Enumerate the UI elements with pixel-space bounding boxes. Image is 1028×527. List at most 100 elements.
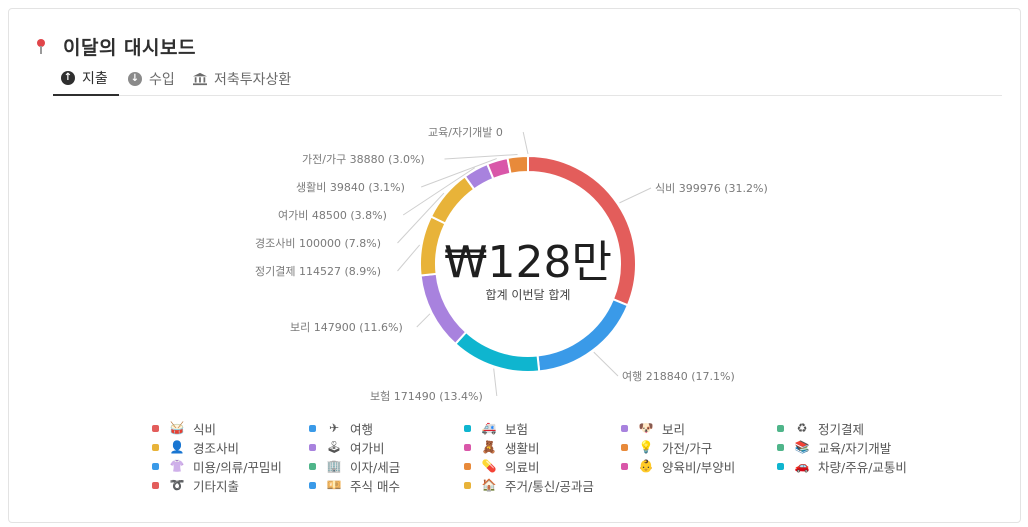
- legend-item[interactable]: 👶 양육비/부양비: [621, 457, 735, 475]
- legend-label: 여가비: [350, 440, 385, 456]
- legend-item[interactable]: 🚗 차량/주유/교통비: [777, 457, 907, 475]
- legend-swatch: [621, 443, 628, 451]
- legend-item[interactable]: 💡 가전/가구: [621, 438, 712, 456]
- legend-item[interactable]: ♻ 정기결제: [777, 419, 864, 437]
- legend-item[interactable]: 🏢 이자/세금: [309, 457, 400, 475]
- donut-slice-9[interactable]: [506, 154, 529, 175]
- house-icon: 🏠: [481, 478, 497, 492]
- legend-item[interactable]: 👚 미용/의류/꾸밈비: [152, 457, 282, 475]
- loop-icon: ➰: [169, 478, 185, 492]
- tab-label: 저축투자상환: [214, 71, 292, 88]
- leader-line: [416, 313, 431, 328]
- tab-label: 지출: [82, 71, 108, 87]
- legend-item[interactable]: 🥁 식비: [152, 419, 216, 437]
- drum-icon: 🥁: [169, 421, 185, 435]
- legend-label: 경조사비: [193, 440, 240, 456]
- legend-swatch: [777, 462, 784, 470]
- car-icon: 🚗: [794, 459, 810, 473]
- airplane-icon: ✈: [328, 421, 340, 435]
- tshirt-icon: 👚: [169, 459, 185, 473]
- legend-label: 차량/주유/교통비: [818, 459, 907, 475]
- leader-line: [402, 167, 476, 216]
- legend-label: 주식 매수: [350, 478, 400, 494]
- slice-label: 경조사비 100000 (7.8%): [255, 237, 381, 250]
- legend-label: 미용/의류/꾸밈비: [193, 459, 282, 475]
- leader-line: [444, 154, 518, 160]
- legend-swatch: [152, 481, 159, 489]
- building-icon: 🏢: [326, 459, 342, 473]
- legend-label: 여행: [350, 421, 374, 437]
- leader-line: [619, 187, 652, 204]
- slice-label: 보리 147900 (11.6%): [290, 321, 403, 334]
- legend-item[interactable]: 🐶 보리: [621, 419, 685, 437]
- legend-label: 생활비: [505, 440, 540, 456]
- pill-icon: 💊: [481, 459, 497, 473]
- donut-slice-3[interactable]: [453, 330, 541, 373]
- legend-swatch: [152, 443, 159, 451]
- legend-label: 가전/가구: [662, 440, 713, 456]
- legend-label: 이자/세금: [350, 459, 401, 475]
- legend-swatch: [464, 443, 471, 451]
- lightbulb-icon: 💡: [638, 440, 654, 454]
- legend-item[interactable]: ➰ 기타지출: [152, 476, 239, 494]
- legend-label: 주거/통신/공과금: [505, 478, 594, 494]
- legend-item[interactable]: 🏠 주거/통신/공과금: [464, 476, 594, 494]
- slice-label: 식비 399976 (31.2%): [655, 182, 768, 195]
- legend-swatch: [309, 462, 316, 470]
- legend-item[interactable]: 🧸 생활비: [464, 438, 540, 456]
- tab-label: 수입: [149, 71, 175, 88]
- pushpin-icon: [35, 37, 47, 57]
- slice-label: 교육/자기개발 0: [428, 126, 503, 139]
- legend-label: 양육비/부양비: [662, 459, 736, 475]
- slice-label: 보험 171490 (13.4%): [370, 390, 483, 403]
- title-row: 이달의 대시보드: [35, 33, 196, 60]
- legend-label: 식비: [193, 421, 217, 437]
- legend-item[interactable]: 📚 교육/자기개발: [777, 438, 891, 456]
- legend-label: 의료비: [505, 459, 540, 475]
- slice-label: 정기결제 114527 (8.9%): [255, 265, 381, 278]
- legend-item[interactable]: 🚑 보험: [464, 419, 528, 437]
- tab-savings[interactable]: 저축투자상환: [193, 62, 313, 95]
- tab-expense[interactable]: ↑ 지출: [53, 62, 119, 96]
- legend-label: 보리: [662, 421, 686, 437]
- legend-item[interactable]: 🕹 여가비: [309, 438, 385, 456]
- legend-label: 교육/자기개발: [818, 440, 892, 456]
- dog-icon: 🐶: [638, 421, 654, 435]
- teddy-bear-icon: 🧸: [481, 440, 497, 454]
- legend-item[interactable]: 👤 경조사비: [152, 438, 239, 456]
- leader-line: [522, 131, 529, 155]
- center-caption: 합계 이번달 합계: [486, 288, 571, 302]
- legend-swatch: [309, 424, 316, 432]
- legend-swatch: [464, 462, 471, 470]
- money-icon: 💴: [326, 478, 342, 492]
- center-total: ₩128만: [444, 237, 612, 288]
- dashboard-card: 이달의 대시보드: [8, 8, 1021, 523]
- slice-label: 가전/가구 38880 (3.0%): [302, 153, 425, 166]
- leader-line: [593, 351, 619, 377]
- books-icon: 📚: [794, 440, 810, 454]
- leader-line: [397, 244, 421, 272]
- legend-swatch: [309, 481, 316, 489]
- legend-swatch: [464, 424, 471, 432]
- page-title: 이달의 대시보드: [63, 37, 196, 59]
- donut-slice-5[interactable]: [419, 215, 447, 277]
- slice-label: 여가비 48500 (3.8%): [278, 209, 387, 222]
- legend-swatch: [309, 443, 316, 451]
- legend-swatch: [152, 462, 159, 470]
- slice-label: 생활비 39840 (3.1%): [296, 180, 405, 194]
- legend-swatch: [777, 443, 784, 451]
- legend-item[interactable]: 💊 의료비: [464, 457, 540, 475]
- donut-slice-2[interactable]: [536, 297, 630, 373]
- legend-label: 보험: [505, 421, 529, 437]
- person-icon: 👤: [169, 440, 185, 454]
- legend-swatch: [152, 424, 159, 432]
- legend-item[interactable]: 💴 주식 매수: [309, 476, 400, 494]
- legend-item[interactable]: ✈ 여행: [309, 419, 373, 437]
- legend-swatch: [621, 424, 628, 432]
- tab-bar: ↑ 지출 ↓ 수입 저축투자상환: [53, 62, 1002, 96]
- legend-swatch: [621, 462, 628, 470]
- tab-income[interactable]: ↓ 수입: [128, 62, 188, 95]
- legend-label: 기타지출: [193, 478, 240, 494]
